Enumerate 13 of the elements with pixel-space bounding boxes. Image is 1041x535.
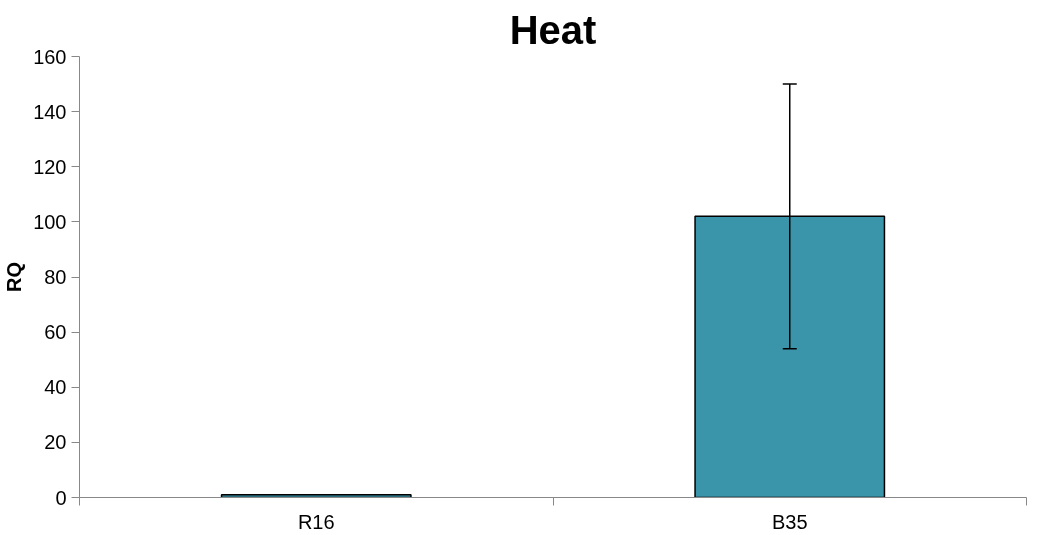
- y-tick-label: 20: [44, 431, 67, 454]
- x-tick-label: B35: [771, 510, 808, 533]
- y-tick-label: 120: [33, 155, 67, 178]
- y-tick-label: 80: [44, 266, 67, 288]
- y-tick-label: 100: [33, 210, 67, 233]
- y-tick-label: 40: [44, 376, 67, 399]
- y-tick-label: 0: [55, 486, 67, 509]
- y-axis-title: RQ: [3, 262, 26, 292]
- x-tick-label: R16: [297, 510, 335, 533]
- y-tick-label: 160: [33, 45, 67, 68]
- y-tick-label: 140: [33, 100, 67, 123]
- y-tick-label: 60: [44, 321, 67, 344]
- chart-title: Heat: [509, 7, 597, 52]
